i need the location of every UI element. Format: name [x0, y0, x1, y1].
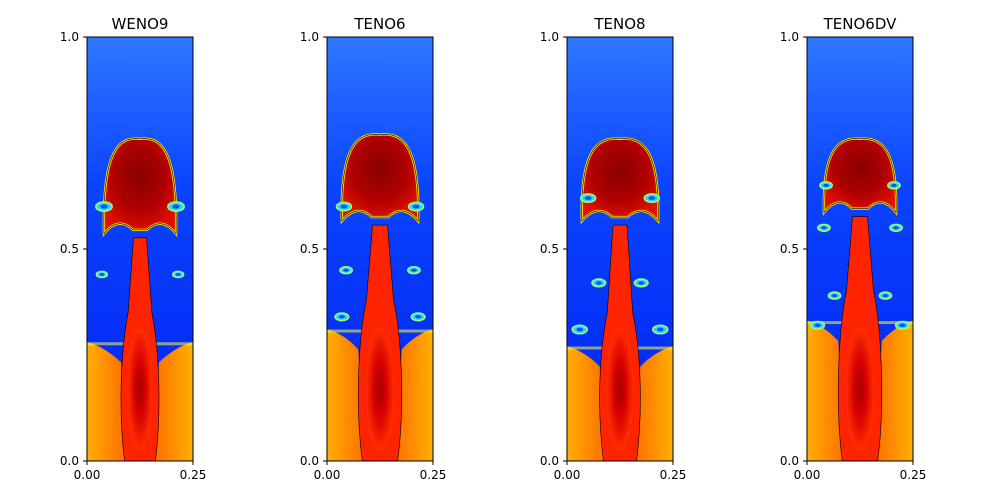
density-field	[327, 37, 433, 461]
y-tick-label: 0.5	[300, 242, 319, 256]
roll-up-core-3	[100, 204, 108, 209]
spike-core	[606, 326, 634, 451]
heavy-fluid-region	[567, 346, 673, 461]
cap-contour	[341, 134, 419, 222]
roll-up-core-6	[648, 196, 656, 201]
roll-up-core-6	[412, 204, 420, 209]
x-tick-label: 0.25	[180, 468, 207, 482]
roll-up-core-6	[893, 226, 899, 230]
roll-up-core-2	[899, 323, 906, 328]
mushroom-cap	[340, 133, 420, 225]
y-tick-label: 1.0	[300, 30, 319, 44]
y-tick-label: 1.0	[780, 30, 799, 44]
roll-up-core-4	[411, 268, 417, 272]
mushroom-cap	[580, 137, 660, 225]
roll-up-core-1	[576, 327, 584, 332]
heavy-fluid-region	[327, 329, 433, 461]
spike-core	[845, 326, 875, 451]
roll-up-core-4	[172, 204, 180, 209]
x-tick-label: 0.25	[420, 468, 447, 482]
panel-2: TENO6 0.0 0.5 1.0 0.00 0.25	[300, 15, 446, 482]
panel-title: TENO8	[593, 15, 645, 33]
roll-up-core-5	[584, 196, 592, 201]
roll-up-core-1	[99, 273, 105, 276]
y-tick-label: 0.5	[540, 242, 559, 256]
roll-up-core-1	[814, 323, 821, 328]
y-tick-label: 1.0	[540, 30, 559, 44]
spike-contour	[120, 237, 160, 461]
panel-title: TENO6	[353, 15, 405, 33]
panel-title: TENO6DV	[823, 15, 897, 33]
roll-up-core-2	[175, 273, 181, 276]
cap-contour	[103, 138, 177, 235]
roll-up-core-4	[638, 281, 645, 285]
cap-contour	[581, 138, 659, 222]
roll-up-core-5	[340, 204, 348, 209]
panel-3: TENO8 0.0 0.5 1.0 0.00 0.25	[540, 15, 686, 482]
x-tick-label: 0.00	[794, 468, 821, 482]
x-tick-label: 0.00	[74, 468, 101, 482]
x-tick-label: 0.00	[314, 468, 341, 482]
y-tick-label: 0.0	[60, 454, 79, 468]
roll-up-core-7	[823, 183, 829, 187]
x-tick-label: 0.25	[660, 468, 687, 482]
spike-core	[365, 326, 395, 451]
roll-up-core-3	[831, 294, 838, 298]
spike-core	[127, 326, 153, 451]
mushroom-cap	[102, 137, 178, 238]
y-tick-label: 0.0	[540, 454, 559, 468]
roll-up-core-3	[343, 268, 349, 272]
density-field	[87, 37, 193, 461]
spike-contour	[837, 216, 883, 461]
heavy-fluid-region	[87, 342, 193, 461]
roll-up-core-4	[882, 294, 889, 298]
roll-up-core-5	[821, 226, 827, 230]
y-tick-label: 0.5	[780, 242, 799, 256]
panel-1: WENO9 0.0 0.5 1.0 0.00 0.25	[60, 15, 206, 482]
density-field	[567, 37, 673, 461]
roll-up-core-2	[415, 315, 422, 319]
y-tick-label: 0.0	[780, 454, 799, 468]
density-field	[807, 37, 913, 461]
y-tick-label: 0.0	[300, 454, 319, 468]
x-tick-label: 0.25	[900, 468, 927, 482]
spike-contour	[357, 224, 403, 461]
spike-contour	[599, 224, 641, 461]
y-tick-label: 0.5	[60, 242, 79, 256]
panel-4: TENO6DV 0.0 0.5 1.0 0.00 0.25	[780, 15, 926, 482]
roll-up-core-3	[595, 281, 602, 285]
x-tick-label: 0.00	[554, 468, 581, 482]
heavy-fluid-region	[807, 321, 913, 461]
roll-up-core-2	[656, 327, 664, 332]
mushroom-cap	[822, 137, 898, 216]
roll-up-core-1	[338, 315, 345, 319]
panel-title: WENO9	[112, 15, 169, 33]
roll-up-core-8	[891, 183, 897, 187]
y-tick-label: 1.0	[60, 30, 79, 44]
